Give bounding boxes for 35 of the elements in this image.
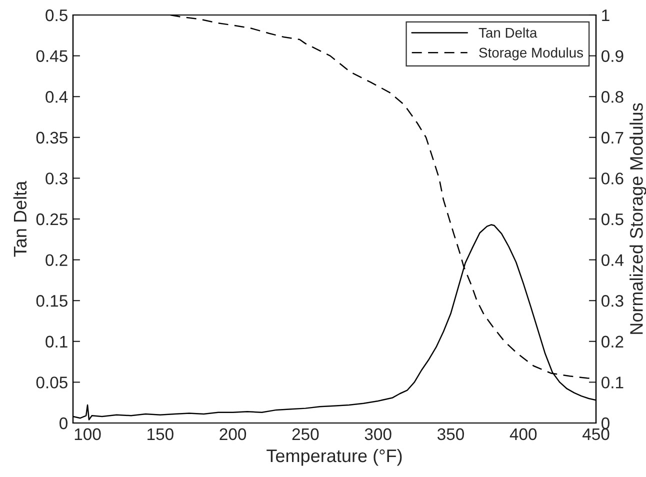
y2-tick-label: 0.4: [602, 254, 624, 266]
y-tick-label: 0.05: [36, 376, 68, 388]
y2-tick-label: 0.5: [602, 213, 624, 226]
x-tick-label: 350: [437, 428, 464, 440]
y2-tick-label: 0.9: [602, 50, 624, 62]
y-tick-label: 0.5: [46, 9, 68, 22]
y-tick-label: 0.45: [36, 50, 68, 62]
legend-label: Storage Modulus: [479, 47, 584, 60]
x-tick-label: 450: [582, 428, 610, 440]
x-tick-label: 100: [74, 428, 101, 440]
y2-tick-label: 0: [602, 417, 610, 430]
y-tick-label: 0.4: [46, 91, 68, 103]
x-axis-title: Temperature (°F): [266, 448, 402, 466]
y-tick-label: 0.1: [46, 336, 68, 348]
x-tick-label: 250: [292, 428, 319, 440]
x-tick-label: 300: [364, 428, 392, 440]
y2-tick-label: 0.7: [602, 132, 624, 144]
y-tick-label: 0.2: [46, 254, 68, 266]
y2-tick-label: 0.2: [602, 336, 624, 348]
y2-tick-label: 1: [602, 10, 610, 22]
x-tick-label: 200: [220, 428, 246, 440]
y2-axis-title: Normalized Storage Modulus: [630, 103, 646, 334]
y-tick-label: 0: [60, 417, 68, 430]
y-tick-label: 0.35: [36, 132, 68, 144]
y2-tick-label: 0.1: [602, 376, 624, 388]
y-tick-label: 0.15: [36, 295, 68, 307]
y-tick-label: 0.3: [46, 172, 68, 184]
y-axis-title: Tan Delta: [13, 180, 27, 257]
y2-tick-label: 0.6: [602, 172, 624, 184]
y-tick-label: 0.25: [36, 213, 68, 226]
x-tick-label: 400: [510, 428, 537, 440]
legend-label: Tan Delta: [478, 28, 538, 38]
y2-tick-label: 0.8: [602, 91, 624, 103]
x-tick-label: 150: [148, 428, 174, 440]
y2-tick-label: 0.3: [602, 295, 624, 307]
